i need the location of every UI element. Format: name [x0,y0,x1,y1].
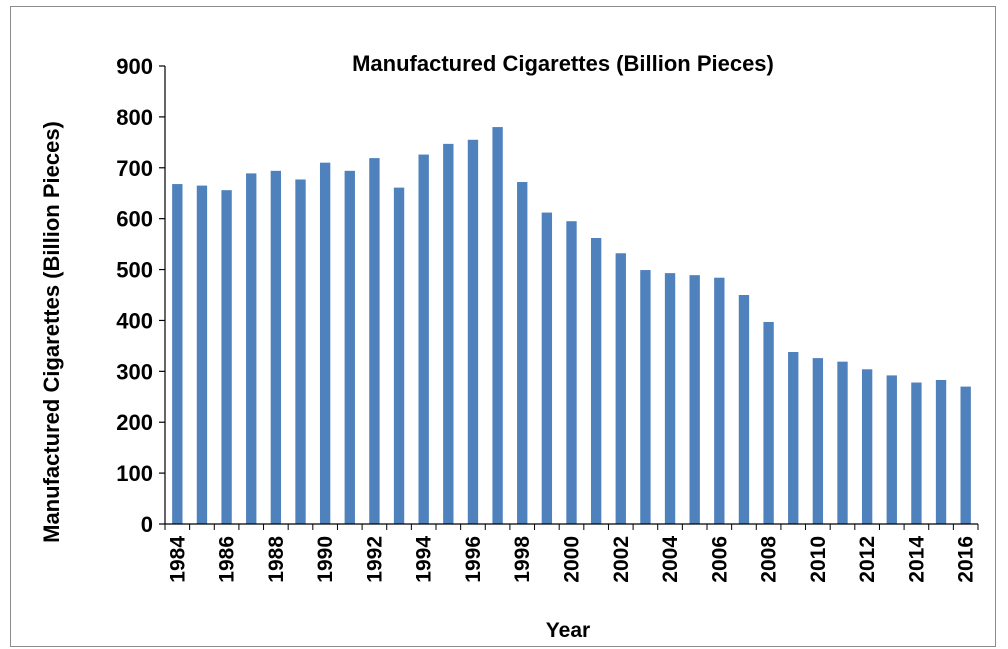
bar-1991 [344,170,355,524]
y-tick-label: 700 [116,156,153,181]
bar-chart: Manufactured Cigarettes (Billion Pieces)… [39,51,979,642]
x-tick-label: 1990 [314,536,337,583]
y-tick-label: 500 [116,258,153,283]
x-tick-label: 1984 [166,536,189,583]
bar-2013 [886,375,897,524]
bar-2002 [615,253,626,524]
chart-area: Manufactured Cigarettes (Billion Pieces)… [10,6,996,647]
y-tick-label: 400 [116,308,153,333]
x-tick-label: 2000 [561,536,584,583]
y-tick-label: 0 [141,512,153,537]
y-axis-label: Manufactured Cigarettes (Billion Pieces) [39,121,64,543]
bar-1988 [270,170,282,524]
x-tick-label: 2006 [708,536,731,583]
bar-1996 [467,139,479,525]
chart-title: Manufactured Cigarettes (Billion Pieces) [352,51,774,76]
bar-1985 [196,185,208,524]
bar-2006 [714,277,725,524]
bar-1984 [172,184,183,524]
bar-1995 [443,143,454,525]
bar-2007 [738,295,750,524]
x-tick-label: 2008 [758,536,781,583]
y-tick-label: 900 [116,54,153,79]
bar-1994 [418,154,429,525]
x-tick-label: 2014 [905,536,928,583]
x-tick-label: 1992 [363,536,386,583]
x-tick-label: 1986 [216,536,239,583]
x-tick-label: 1998 [511,536,534,583]
bar-2014 [911,382,922,524]
y-tick-label: 100 [116,461,153,486]
bar-2003 [640,270,651,524]
y-axis: 0 100 200 300 400 500 600 700 800 900 [116,54,166,537]
bar-1986 [221,190,232,525]
y-tick-label: 300 [116,359,153,384]
bar-2016 [960,386,971,524]
bar-2010 [812,358,824,524]
x-axis: 1984 1986 1988 1990 1992 1994 1996 1998 2000 2002… [164,523,979,583]
bar-2000 [566,221,577,524]
y-tick-label: 800 [116,105,153,130]
x-tick-label: 2004 [659,536,682,583]
bar-2001 [590,238,602,524]
bar-2009 [788,352,799,524]
bar-2008 [763,321,774,524]
bar-2011 [837,361,848,524]
bar-1999 [541,212,553,524]
y-tick-label: 600 [116,207,153,232]
x-tick-label: 2010 [807,536,830,583]
bar-1992 [369,158,380,525]
y-tick-label: 200 [116,410,153,435]
x-tick-label: 2016 [955,536,978,583]
x-axis-label: Year [546,619,590,642]
x-tick-label: 2012 [856,536,879,583]
bar-2012 [861,369,873,524]
bar-2015 [935,379,947,524]
x-tick-label: 1994 [413,536,436,583]
bar-1998 [517,182,528,524]
bar-1990 [319,162,331,524]
bars-group [172,127,971,525]
bar-2004 [664,273,676,524]
bar-1993 [393,187,405,524]
x-tick-label: 1996 [462,536,485,583]
x-tick-label: 2002 [610,536,633,583]
bar-1987 [246,173,257,524]
bar-1989 [295,179,306,525]
bar-1997 [492,127,503,524]
bar-2005 [689,275,700,524]
x-tick-label: 1988 [265,536,288,583]
